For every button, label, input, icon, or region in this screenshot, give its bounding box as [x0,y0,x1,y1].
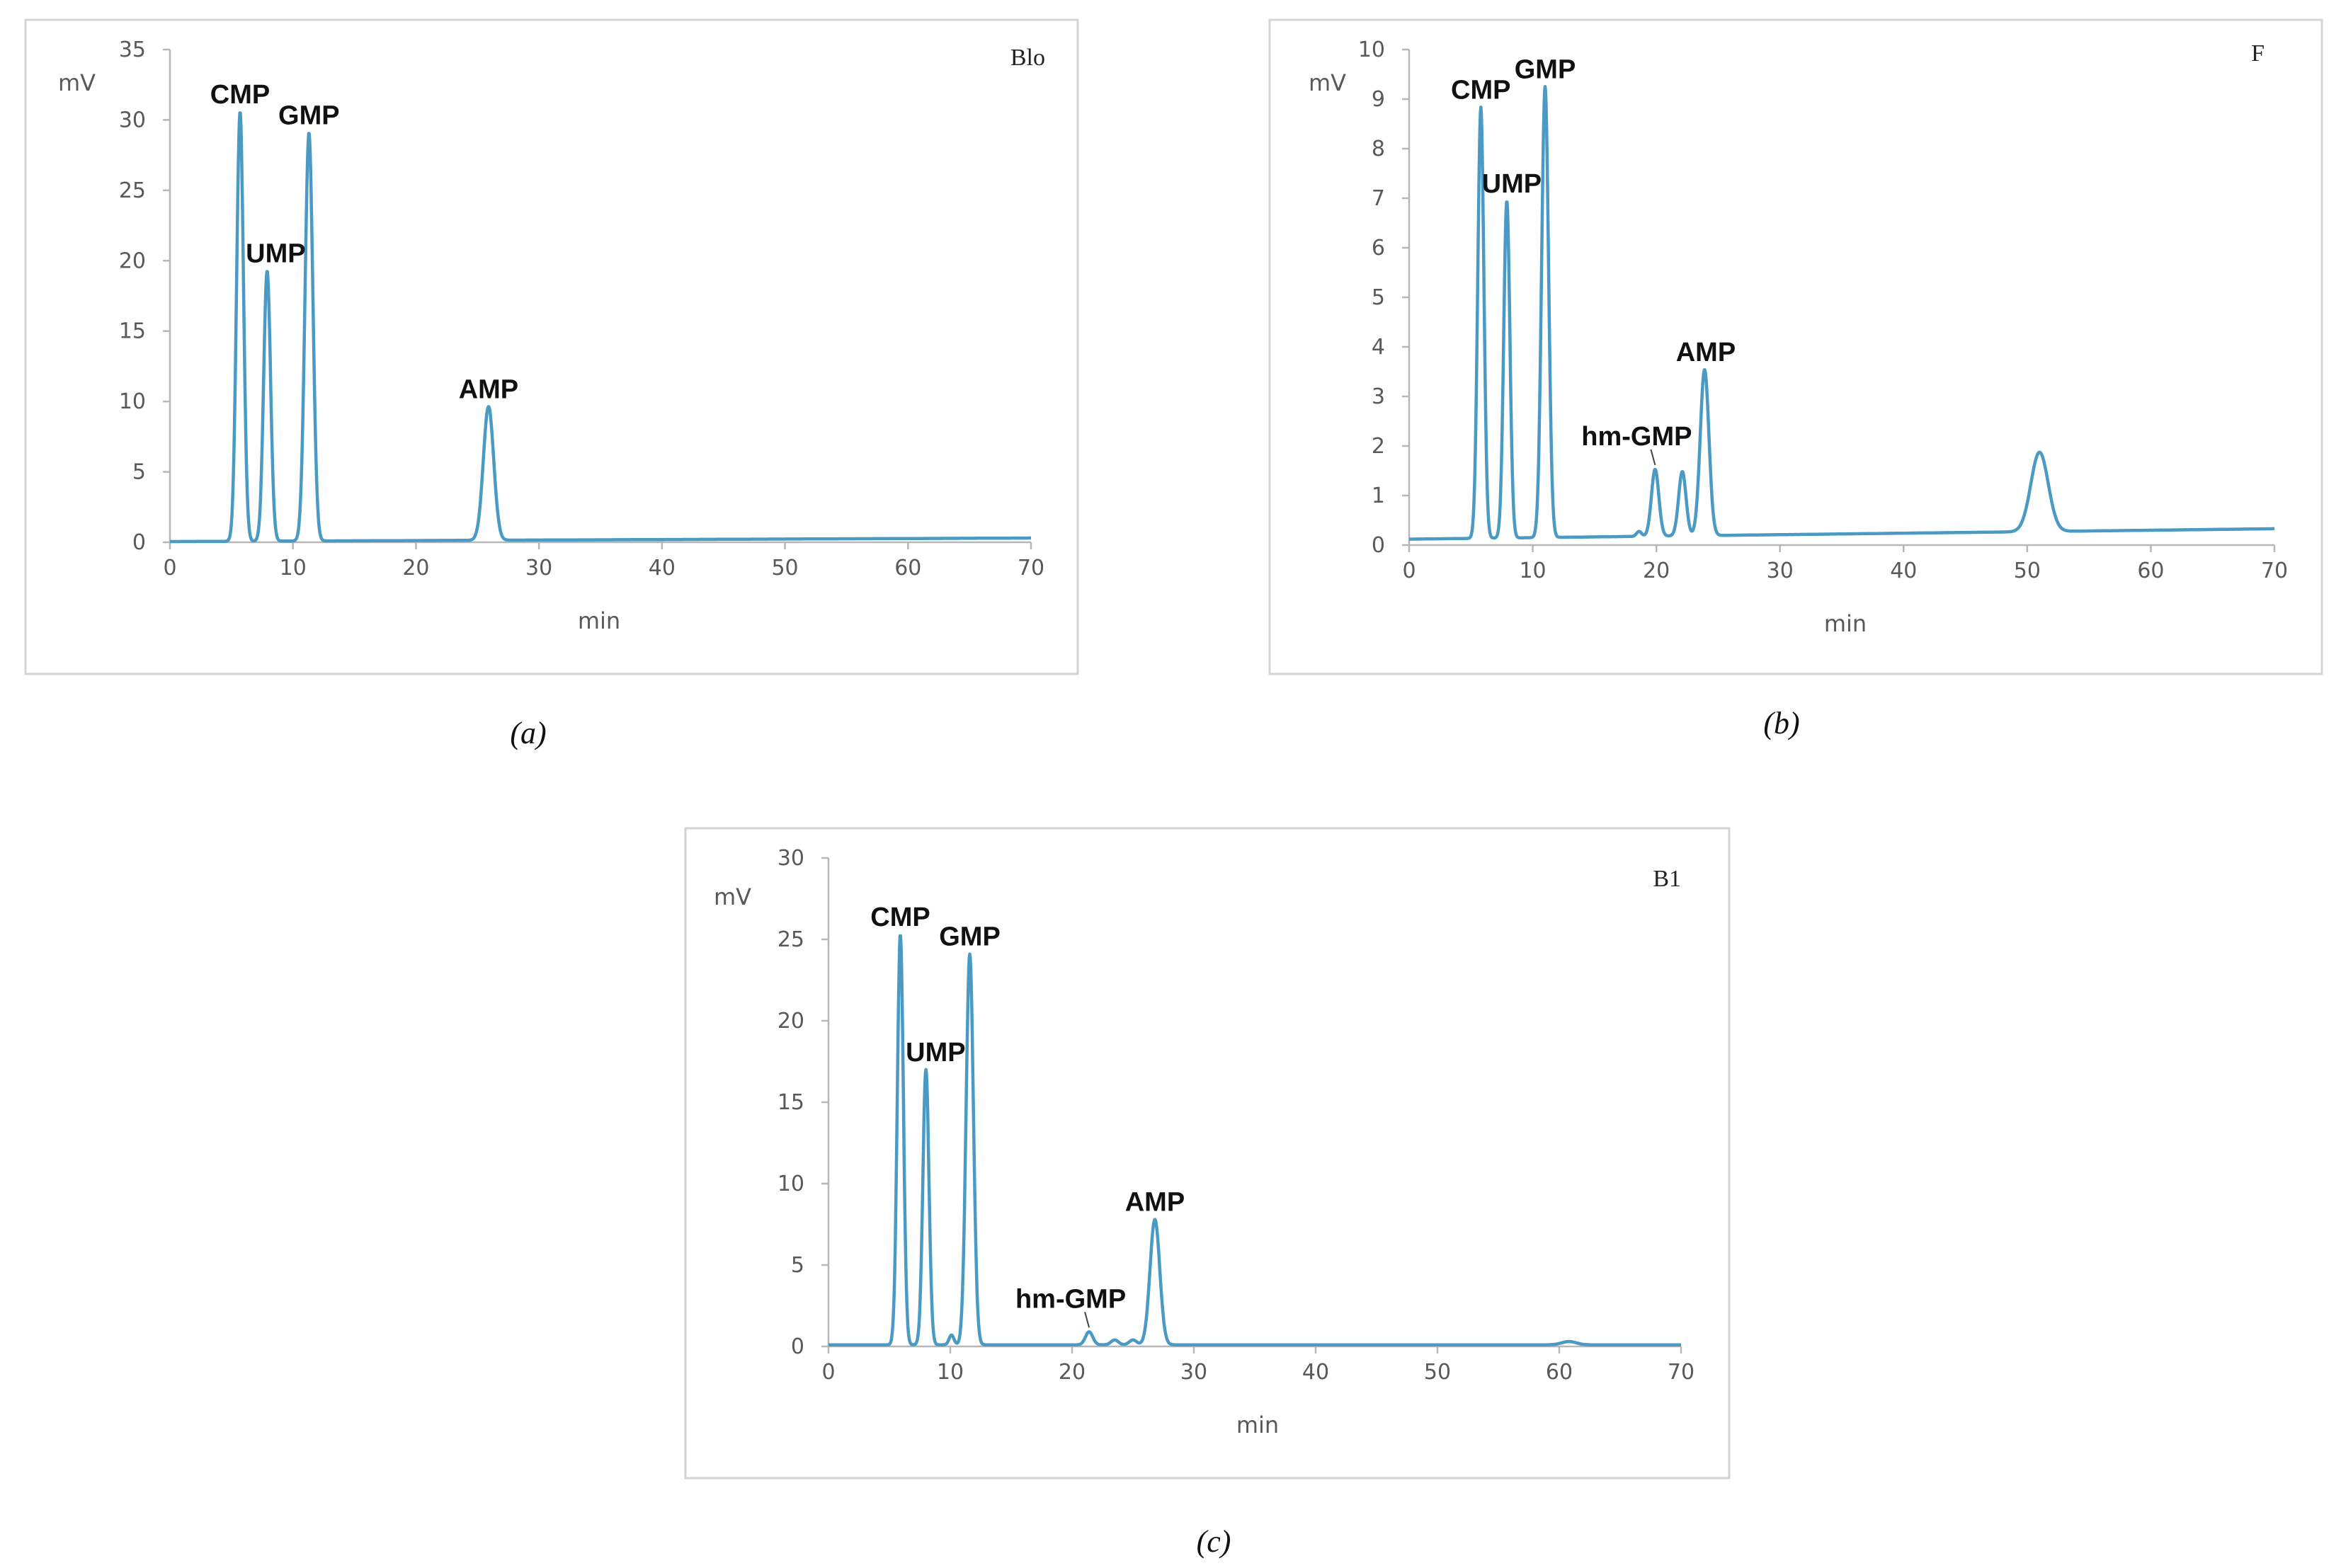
peak-label-ump: UMP [1482,169,1542,199]
peak-label-cmp: CMP [1451,75,1510,105]
y-tick-label: 30 [778,846,804,871]
sample-corner-label: F [2251,40,2265,67]
x-tick-label: 20 [402,556,429,580]
chromatogram-panel-a: 0 10 20 30 40 50 60 70 0 5 10 15 20 25 30 35 CMP UMP GMP A… [24,18,1079,750]
peak-label-amp: AMP [459,374,518,404]
x-tick-label: 40 [1302,1360,1329,1385]
y-tick-label: 15 [778,1090,804,1115]
y-tick-label: 25 [778,927,804,952]
x-tick-label: 40 [649,556,676,580]
peak-label-amp: AMP [1125,1188,1185,1218]
chromatogram-panel-c: 0 10 20 30 40 50 60 70 0 5 10 15 20 25 30 CMP UMP GMP hm-… [684,827,1731,1559]
peak-label-hm-gmp: hm-GMP [1015,1284,1126,1314]
y-tick-label: 3 [1372,384,1385,409]
panel-frame [1268,18,2323,675]
y-tick-label: 5 [1372,285,1385,310]
x-tick-label: 70 [1018,556,1044,580]
x-tick-label: 30 [525,556,552,580]
panel-caption: (c) [1197,1524,1231,1559]
y-tick-label: 5 [132,460,146,485]
x-tick-label: 0 [1402,559,1416,583]
peak-label-ump: UMP [906,1038,965,1068]
x-tick-label: 60 [2137,559,2164,583]
y-tick-label: 9 [1372,87,1385,112]
x-tick-label: 10 [937,1360,964,1385]
x-tick-label: 60 [1546,1360,1573,1385]
y-tick-label: 1 [1372,483,1385,508]
y-tick-label: 5 [791,1253,804,1278]
y-tick-label: 0 [132,530,146,555]
x-tick-label: 0 [163,556,176,580]
y-tick-label: 10 [778,1172,804,1196]
sample-corner-label: B1 [1653,866,1681,892]
peak-label-ump: UMP [246,239,305,269]
y-tick-label: 30 [119,108,146,132]
y-tick-label: 4 [1372,335,1385,360]
peak-label-gmp: GMP [278,101,340,131]
x-axis-title: min [1236,1412,1279,1438]
y-tick-label: 20 [119,248,146,273]
marks-group: CMP UMP GMP hm-GMP AMP [827,903,1682,1346]
y-tick-label: 20 [778,1009,804,1034]
x-tick-label: 40 [1890,559,1917,583]
x-axis-title: min [1824,610,1867,637]
x-tick-label: 70 [1668,1360,1694,1385]
x-tick-label: 50 [771,556,798,580]
x-tick-label: 0 [821,1360,835,1385]
x-tick-label: 20 [1059,1360,1086,1385]
peak-label-amp: AMP [1676,338,1736,367]
y-tick-label: 10 [1358,38,1385,62]
x-axis-title: min [578,607,620,634]
peak-label-gmp: GMP [1515,55,1576,84]
x-tick-label: 50 [1424,1360,1451,1385]
marks-group: CMP UMP GMP hm-GMP AMP [1408,55,2276,541]
y-tick-label: 25 [119,178,146,203]
peak-label-cmp: CMP [210,80,270,110]
y-tick-label: 8 [1372,137,1385,161]
axes-group: 0 10 20 30 40 50 60 70 0 5 10 15 20 25 30 [778,846,1694,1385]
peak-label-hm-gmp: hm-GMP [1581,422,1692,452]
panel-caption: (a) [510,716,546,750]
chromatogram-trace [169,111,1032,544]
y-axis-title: mV [714,883,751,910]
y-tick-label: 7 [1372,186,1385,211]
y-tick-label: 6 [1372,236,1385,261]
y-tick-label: 15 [119,319,146,344]
peak-label-cmp: CMP [870,903,930,932]
x-tick-label: 50 [2014,559,2041,583]
y-tick-label: 10 [119,389,146,414]
hm-gmp-leader-line [1084,1312,1090,1328]
y-axis-title: mV [1309,69,1346,96]
x-tick-label: 60 [894,556,921,580]
panel-frame [684,827,1731,1480]
chromatogram-panel-b: 0 10 20 30 40 50 60 70 0 1 2 3 4 5 6 7 8 9 10 CMP UMP GMP hm-… [1268,18,2323,740]
x-tick-label: 20 [1643,559,1670,583]
panel-caption: (b) [1763,706,1799,740]
x-tick-label: 70 [2261,559,2288,583]
chromatogram-trace [1408,85,2276,541]
marks-group: CMP UMP GMP AMP [169,80,1032,544]
panel-frame [24,18,1079,675]
axes-group: 0 10 20 30 40 50 60 70 0 1 2 3 4 5 6 7 8 9 10 [1358,38,2288,583]
x-tick-label: 30 [1767,559,1794,583]
x-tick-label: 10 [1519,559,1546,583]
y-tick-label: 2 [1372,434,1385,459]
hm-gmp-leader-line [1650,449,1656,466]
y-tick-label: 35 [119,38,146,62]
y-tick-label: 0 [1372,533,1385,558]
sample-corner-label: Blo [1010,45,1045,71]
chromatogram-trace [827,934,1682,1346]
y-axis-title: mV [58,69,96,96]
x-tick-label: 10 [280,556,307,580]
x-tick-label: 30 [1180,1360,1207,1385]
axes-group: 0 10 20 30 40 50 60 70 0 5 10 15 20 25 30 35 [119,38,1044,580]
peak-label-gmp: GMP [939,922,1001,952]
y-tick-label: 0 [791,1334,804,1359]
